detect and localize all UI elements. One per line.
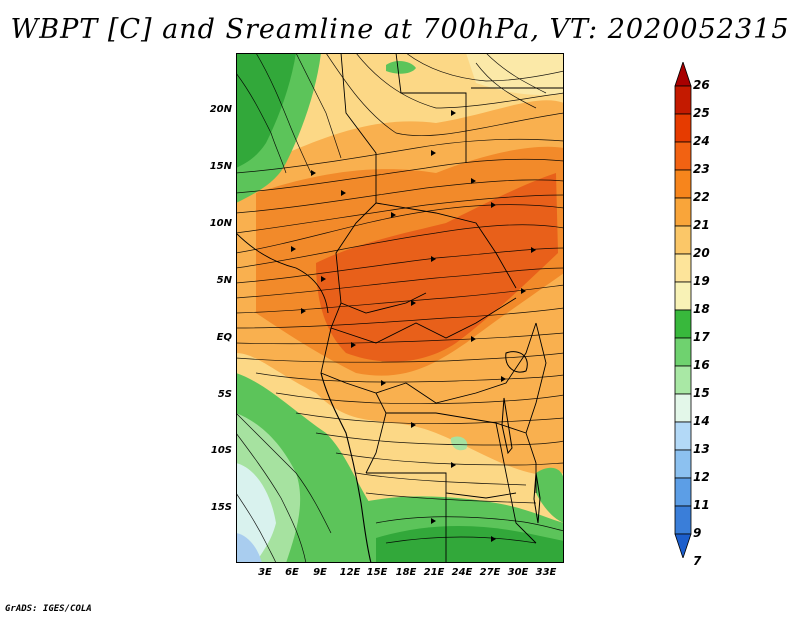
colorbar-segment — [674, 477, 692, 507]
colorbar-label: 16 — [693, 358, 710, 372]
x-tick-label: 12E — [339, 567, 361, 578]
x-tick-label: 18E — [395, 567, 417, 578]
wbpt-blue-southwest — [236, 533, 262, 563]
x-tick-label: 15E — [366, 567, 388, 578]
colorbar-segment — [674, 449, 692, 479]
colorbar-segment — [674, 225, 692, 255]
y-tick-label: 10S — [210, 445, 232, 456]
wbpt-green-north-spot — [386, 61, 416, 74]
colorbar-label: 13 — [693, 442, 710, 456]
y-tick-label: 15N — [209, 161, 232, 172]
colorbar-segment — [674, 113, 692, 143]
credit-text: GrADS: IGES/COLA — [5, 604, 92, 614]
colorbar-label: 12 — [693, 470, 710, 484]
colorbar-label: 26 — [693, 78, 710, 92]
wbpt-darkgreen-south — [376, 526, 564, 563]
x-tick-label: 3E — [258, 567, 272, 578]
colorbar-segment — [674, 281, 692, 311]
colorbar-label: 7 — [693, 554, 702, 568]
map-panel — [236, 53, 564, 563]
colorbar-label: 21 — [693, 218, 710, 232]
colorbar-label: 25 — [693, 106, 710, 120]
streamline-arrows — [291, 110, 536, 542]
colorbar-segment — [674, 393, 692, 423]
colorbar-segment — [674, 505, 692, 535]
x-tick-label: 9E — [313, 567, 327, 578]
x-tick-label: 6E — [285, 567, 299, 578]
wbpt-contour-23 — [316, 173, 558, 362]
colorbar-label: 14 — [693, 414, 710, 428]
y-tick-label: 10N — [209, 218, 232, 229]
colorbar-label: 24 — [693, 134, 710, 148]
colorbar-segment — [674, 533, 692, 558]
y-tick-label: 15S — [210, 502, 232, 513]
colorbar-segment — [674, 253, 692, 283]
colorbar-segment — [674, 337, 692, 367]
colorbar-segment — [674, 309, 692, 339]
colorbar-label: 18 — [693, 302, 710, 316]
y-tick-label: 5N — [216, 275, 232, 286]
y-tick-label: 5S — [217, 389, 232, 400]
x-tick-label: 21E — [423, 567, 445, 578]
colorbar-segment — [674, 421, 692, 451]
country-borders — [236, 53, 564, 563]
colorbar — [674, 62, 692, 558]
colorbar-label: 19 — [693, 274, 710, 288]
y-tick-label: EQ — [216, 332, 232, 343]
lake-victoria — [505, 351, 528, 373]
colorbar-label: 11 — [693, 498, 710, 512]
wbpt-green-east — [536, 467, 564, 523]
lake-malawi — [533, 472, 541, 524]
colorbar-segment — [674, 365, 692, 395]
colorbar-segment — [674, 169, 692, 199]
streamlines — [236, 53, 564, 563]
colorbar-label: 23 — [693, 162, 710, 176]
colorbar-label: 17 — [693, 330, 710, 344]
colorbar-label: 15 — [693, 386, 710, 400]
wbpt-paleyellow-northeast — [466, 53, 564, 95]
wbpt-green-center-spot — [450, 436, 468, 451]
chart-title: WBPT [C] and Sreamline at 700hPa, VT: 20… — [10, 14, 790, 45]
colorbar-segment — [674, 197, 692, 227]
wbpt-darkgreen-northwest — [236, 53, 296, 168]
colorbar-segment — [674, 85, 692, 115]
colorbar-label: 9 — [693, 526, 702, 540]
colorbar-segment — [674, 62, 692, 87]
y-tick-label: 20N — [209, 104, 232, 115]
x-tick-label: 33E — [535, 567, 557, 578]
colorbar-label: 20 — [693, 246, 710, 260]
x-tick-label: 30E — [507, 567, 529, 578]
colorbar-label: 22 — [693, 190, 710, 204]
coastline-west — [320, 372, 372, 563]
x-tick-label: 24E — [451, 567, 473, 578]
colorbar-segment — [674, 141, 692, 171]
lake-tanganyika — [501, 397, 513, 455]
x-tick-label: 27E — [479, 567, 501, 578]
